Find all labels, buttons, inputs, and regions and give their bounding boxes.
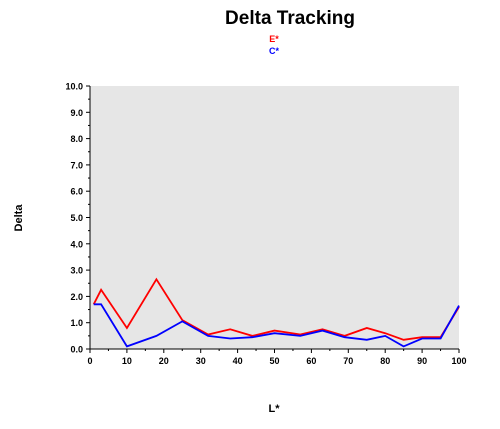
y-axis-label: Delta — [13, 204, 25, 232]
y-tick-label: 6.0 — [70, 187, 83, 197]
series-line-1 — [93, 303, 460, 348]
y-tick-label: 10.0 — [65, 82, 83, 92]
legend-item-1: C* — [269, 46, 279, 56]
y-tick-label: 2.0 — [70, 292, 83, 302]
x-tick-label: 20 — [159, 356, 169, 366]
x-tick-label: 40 — [233, 356, 243, 366]
chart-title: Delta Tracking — [225, 8, 355, 29]
legend: E* C* — [269, 34, 279, 56]
x-tick-label: 90 — [417, 356, 427, 366]
x-tick-label: 60 — [306, 356, 316, 366]
y-tick-label: 1.0 — [70, 318, 83, 328]
series-layer — [92, 277, 460, 348]
x-axis-label: L* — [269, 403, 281, 415]
y-tick-label: 0.0 — [70, 345, 83, 355]
x-tick-label: 100 — [451, 356, 466, 366]
y-tick-label: 3.0 — [70, 266, 83, 276]
x-tick-label: 50 — [269, 356, 279, 366]
x-tick-label: 0 — [87, 356, 92, 366]
x-tick-label: 70 — [343, 356, 353, 366]
y-tick-label: 5.0 — [70, 213, 83, 223]
y-tick-label: 9.0 — [70, 108, 83, 118]
legend-item-0: E* — [269, 34, 279, 44]
plot-area — [90, 86, 459, 349]
series-line-0 — [92, 277, 460, 341]
axes: 0.0 1.0 2.0 3.0 4.0 5.0 6.0 7.0 8.0 9.0 10.0 0 10 20 3… — [65, 82, 466, 367]
x-tick-label: 10 — [122, 356, 132, 366]
y-tick-label: 4.0 — [70, 239, 83, 249]
y-tick-label: 8.0 — [70, 134, 83, 144]
x-tick-label: 80 — [380, 356, 390, 366]
x-tick-label: 30 — [196, 356, 206, 366]
y-tick-label: 7.0 — [70, 160, 83, 170]
